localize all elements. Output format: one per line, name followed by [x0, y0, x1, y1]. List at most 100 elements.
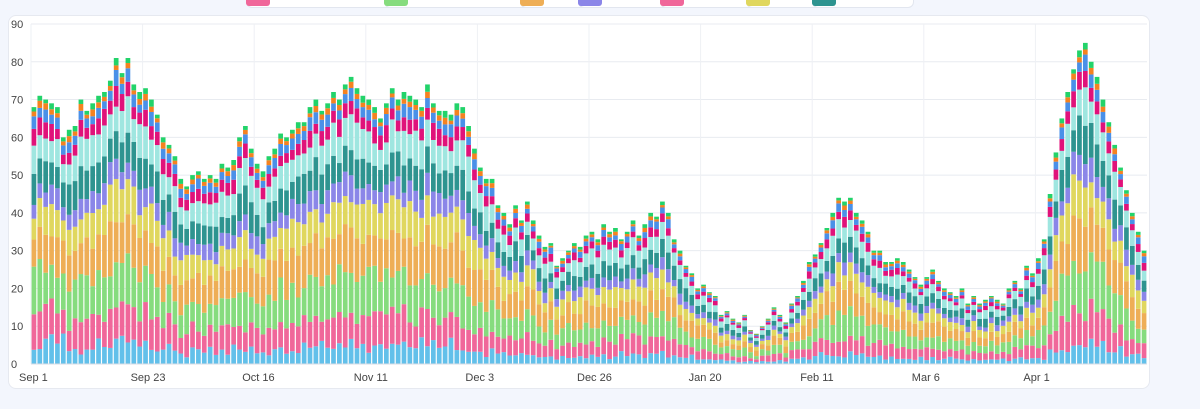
bar-segment	[595, 239, 601, 243]
bar-segment	[630, 315, 636, 334]
bar-segment	[930, 274, 935, 280]
y-tick-label: 30	[11, 246, 23, 258]
bar-segment	[337, 110, 342, 120]
bar-segment	[624, 242, 630, 249]
bar-segment	[877, 283, 883, 293]
bar-segment	[495, 258, 501, 268]
bar-segment	[442, 124, 448, 136]
bar-segment	[542, 249, 548, 252]
bar-segment	[924, 360, 930, 364]
bar-segment	[842, 242, 847, 263]
bar-segment	[789, 312, 794, 319]
bar-segment	[331, 122, 336, 156]
bar-segment	[131, 267, 137, 308]
bar-segment	[219, 179, 225, 192]
bar-segment	[689, 281, 695, 286]
bar-segment	[806, 271, 812, 279]
bar-segment	[842, 275, 847, 290]
bar-segment	[78, 99, 84, 104]
bar-segment	[460, 140, 466, 170]
bar-segment	[513, 218, 518, 228]
bar-segment	[389, 119, 395, 153]
bar-segment	[989, 351, 994, 360]
bar-segment	[137, 346, 143, 364]
bar-segment	[812, 256, 818, 259]
bar-segment	[483, 336, 489, 357]
bar-segment	[1018, 328, 1024, 339]
bar-segment	[407, 95, 413, 102]
bar-segment	[313, 315, 319, 347]
bar-segment	[848, 252, 853, 263]
bar-segment	[536, 281, 542, 291]
bar-segment	[1112, 260, 1118, 294]
bar-segment	[1059, 241, 1065, 274]
bar-segment	[883, 359, 888, 364]
bar-segment	[1000, 315, 1006, 321]
bar-segment	[754, 350, 759, 357]
bar-segment	[225, 182, 231, 196]
bar-segment	[419, 241, 424, 280]
bar-segment	[501, 300, 507, 319]
bar-segment	[554, 299, 560, 307]
bar-segment	[994, 309, 1000, 317]
bar-segment	[425, 98, 430, 108]
bar-segment	[384, 348, 389, 364]
bar-segment	[801, 291, 806, 300]
bar-segment	[407, 201, 413, 238]
bar-segment	[830, 220, 836, 229]
bar-segment	[78, 119, 84, 137]
bar-segment	[272, 221, 278, 237]
bar-segment	[906, 349, 912, 359]
bar-segment	[90, 286, 96, 314]
bar-segment	[1124, 196, 1129, 204]
bar-segment	[190, 221, 195, 240]
bar-segment	[765, 339, 771, 346]
bar-segment	[366, 234, 372, 267]
bar-segment	[260, 199, 266, 228]
bar-segment	[225, 167, 231, 172]
bar-segment	[107, 347, 113, 364]
bar-segment	[560, 345, 565, 356]
bar-segment	[225, 195, 231, 218]
bar-segment	[848, 351, 853, 364]
bar-segment	[290, 218, 295, 248]
bar-segment	[947, 322, 953, 331]
bar-segment	[853, 219, 859, 225]
bar-segment	[801, 339, 806, 350]
bar-segment	[695, 314, 701, 319]
bar-segment	[683, 267, 689, 270]
bar-segment	[190, 184, 195, 193]
bar-segment	[519, 255, 524, 273]
bar-segment	[918, 286, 924, 289]
bar-segment	[55, 139, 60, 168]
bar-segment	[501, 265, 507, 277]
bar-segment	[906, 277, 912, 282]
bar-segment	[1030, 312, 1035, 326]
bar-segment	[848, 280, 853, 307]
bar-segment	[1024, 330, 1029, 346]
bar-segment	[701, 288, 706, 292]
bar-segment	[125, 253, 131, 305]
bar-segment	[213, 226, 219, 253]
bar-segment	[607, 307, 612, 326]
bar-segment	[1059, 169, 1065, 202]
bar-segment	[883, 314, 888, 328]
bar-segment	[331, 92, 336, 98]
bar-segment	[994, 303, 1000, 306]
bar-segment	[900, 284, 906, 293]
bar-segment	[472, 169, 477, 181]
bar-segment	[853, 247, 859, 264]
bar-segment	[231, 160, 236, 166]
y-tick-label: 70	[11, 95, 23, 107]
bar-segment	[912, 277, 918, 279]
bar-segment	[707, 322, 712, 330]
bar-segment	[231, 326, 236, 345]
bar-segment	[284, 153, 289, 163]
bar-segment	[272, 300, 278, 330]
bar-segment	[78, 243, 84, 275]
bar-segment	[630, 224, 636, 227]
bar-segment	[489, 178, 495, 184]
bar-segment	[1012, 321, 1018, 336]
bar-segment	[143, 302, 148, 341]
bar-segment	[307, 130, 313, 148]
